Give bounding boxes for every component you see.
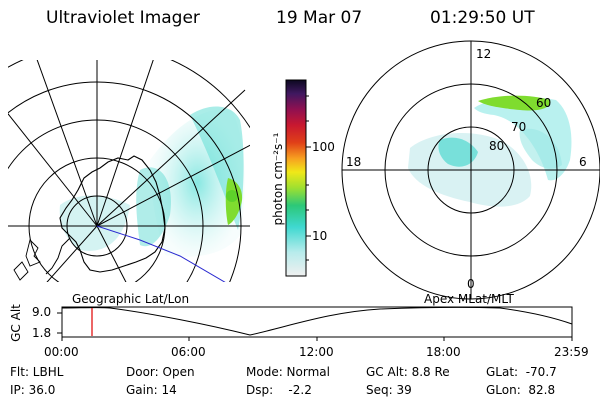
timeline-xtick-0600: 06:00 [171,345,206,359]
timeline-ytick-1-8: 1.8 [32,326,52,340]
status-ip: IP: 36.0 [10,383,56,397]
status-dsp: Dsp: -2.2 [246,383,312,397]
status-mode: Mode: Normal [246,365,330,379]
mlt-label-18: 18 [346,155,362,169]
colorbar-unit-label: photon cm⁻²s⁻¹ [271,132,285,226]
timeline-ytick-9: 9.0 [32,305,52,319]
date-label: 19 Mar 07 [276,8,363,28]
gc-alt-curve [61,306,573,336]
island-outline [25,239,41,267]
mlat-label-60: 60 [536,96,552,110]
mlt-label-6: 6 [579,155,587,169]
status-glon: GLon: 82.8 [486,383,556,397]
peninsula-outline [45,237,71,275]
mlt-label-0: 0 [467,277,475,291]
timeline-axis-label: GC Alt [9,304,23,342]
mlat-label-70: 70 [511,120,527,134]
colorbar-tick-100: 100 [312,140,335,154]
status-door: Door: Open [126,365,195,379]
left-aurora [59,106,245,257]
island-outline [13,261,29,281]
mlt-axes [342,41,600,299]
colorbar-tick-10: 10 [312,229,328,243]
meridian-lines [8,60,250,282]
status-gain: Gain: 14 [126,383,177,397]
geographic-map [8,60,250,282]
apex-label: Apex MLat/MLT [424,292,514,306]
mlat-label-80: 80 [489,139,505,153]
status-gc-alt: GC Alt: 8.8 Re [366,365,450,379]
status-flt: Flt: LBHL [10,365,64,379]
timeline-xtick-1800: 18:00 [426,345,461,359]
coastline [59,155,166,273]
mlt-label-12: 12 [476,47,492,61]
timeline-xtick-2359: 23:59 [554,345,589,359]
instrument-title: Ultraviolet Imager [46,8,200,28]
terminator-line [96,225,226,282]
x-tick-marks [61,337,573,341]
timeline-plot [57,306,573,341]
status-seq: Seq: 39 [366,383,412,397]
timeline-xtick-0000: 00:00 [44,345,79,359]
colorbar [285,79,311,277]
timeline-xtick-1200: 12:00 [299,345,334,359]
apex-map [341,40,600,300]
geographic-label: Geographic Lat/Lon [72,292,190,306]
time-label: 01:29:50 UT [430,8,535,28]
status-glat: GLat: -70.7 [486,365,557,379]
